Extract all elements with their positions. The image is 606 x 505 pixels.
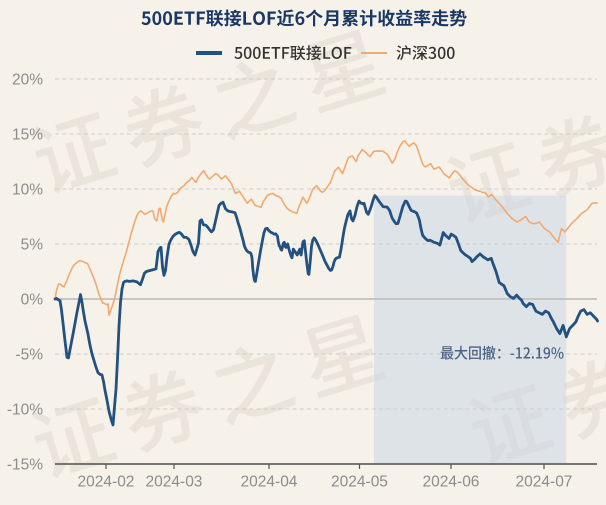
svg-text:2024-06: 2024-06 [423,474,480,491]
svg-text:2024-05: 2024-05 [331,474,388,491]
svg-text:2024-02: 2024-02 [78,474,135,491]
svg-text:15%: 15% [12,127,43,144]
svg-text:10%: 10% [12,182,43,199]
svg-text:-5%: -5% [15,347,43,364]
svg-text:0%: 0% [21,292,44,309]
svg-text:2024-03: 2024-03 [146,474,203,491]
svg-text:2024-04: 2024-04 [241,474,298,491]
svg-text:20%: 20% [12,72,43,89]
svg-text:2024-07: 2024-07 [516,474,573,491]
svg-text:5%: 5% [21,237,44,254]
svg-text:-10%: -10% [7,402,43,419]
svg-text:-15%: -15% [7,457,43,474]
